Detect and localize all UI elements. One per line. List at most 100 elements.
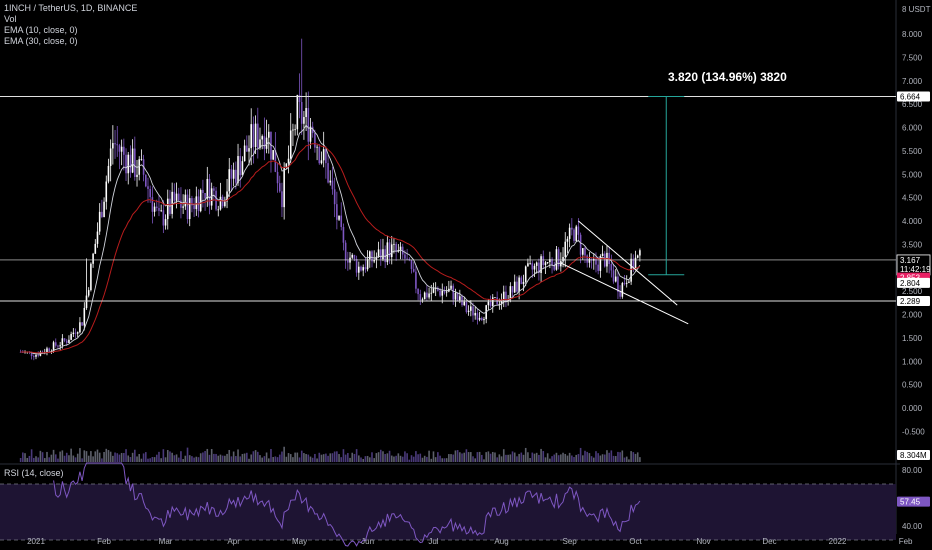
candle-body bbox=[140, 159, 143, 161]
candle-body bbox=[423, 292, 426, 300]
candle-body bbox=[307, 108, 310, 142]
volume-bar bbox=[283, 446, 285, 462]
volume-bar bbox=[322, 454, 325, 462]
candle-body bbox=[610, 264, 613, 271]
candle-body bbox=[625, 282, 628, 284]
candle-body bbox=[467, 310, 470, 312]
vol-label[interactable]: Vol bbox=[4, 14, 17, 24]
volume-bar bbox=[347, 453, 349, 462]
volume-bar bbox=[368, 457, 371, 462]
volume-bar bbox=[562, 452, 564, 462]
time-tick-label: Apr bbox=[227, 537, 240, 546]
time-axis[interactable]: 2021 Feb Mar Apr May Jun Jul Aug Sep Oct Nov Dec 202… bbox=[27, 537, 913, 546]
candle-body bbox=[180, 200, 182, 208]
volume-bar bbox=[57, 458, 59, 462]
candle-body bbox=[358, 266, 360, 273]
volume-bar bbox=[180, 451, 182, 462]
price-tick-label: 2.000 bbox=[902, 311, 923, 320]
candle-body bbox=[623, 283, 626, 284]
candle-body bbox=[505, 291, 507, 302]
volume-bar bbox=[138, 454, 141, 462]
volume-bar bbox=[404, 451, 406, 462]
candle-body bbox=[155, 206, 158, 209]
ema30-label[interactable]: EMA (30, close, 0) bbox=[4, 36, 78, 46]
volume-bar bbox=[428, 450, 430, 462]
rsi-pane: 80.00 40.00 bbox=[0, 462, 923, 547]
candle-body bbox=[177, 193, 180, 201]
volume-bar bbox=[546, 453, 549, 462]
candle-body bbox=[474, 313, 476, 316]
volume-bar bbox=[459, 452, 461, 462]
volume-bar bbox=[395, 455, 397, 462]
candle-body bbox=[364, 267, 367, 270]
volume-bar bbox=[140, 458, 143, 462]
time-tick-label: Feb bbox=[97, 537, 111, 546]
price-axis[interactable]: 8 USDT 8.000 7.500 7.000 6.500 6.000 5.500 5.00… bbox=[902, 5, 931, 436]
candle-body bbox=[265, 137, 268, 149]
candle-body bbox=[83, 307, 86, 326]
candle-body bbox=[118, 145, 121, 152]
wedge-lower-line[interactable] bbox=[560, 262, 689, 325]
rsi-label[interactable]: RSI (14, close) bbox=[4, 468, 64, 478]
candle-body bbox=[316, 146, 318, 148]
candle-body bbox=[584, 248, 586, 256]
drawings[interactable] bbox=[0, 95, 896, 325]
volume-bar bbox=[147, 458, 149, 462]
volume-bar bbox=[149, 458, 151, 462]
price-tick-label: 0.000 bbox=[902, 404, 923, 413]
candle-body bbox=[450, 285, 452, 289]
candle-body bbox=[630, 258, 632, 282]
candle-body bbox=[202, 190, 204, 193]
candle-body bbox=[208, 178, 211, 206]
countdown-text: 11:42:19 bbox=[900, 265, 931, 274]
volume-bar bbox=[412, 456, 415, 462]
volume-bar bbox=[145, 452, 147, 462]
candle-body bbox=[575, 226, 578, 241]
volume-bar bbox=[617, 451, 619, 462]
candle-body bbox=[188, 198, 191, 219]
price-tick-label: 0.500 bbox=[902, 381, 923, 390]
price-tick-label: -0.500 bbox=[902, 427, 925, 436]
candle-body bbox=[125, 154, 127, 174]
volume-bar bbox=[533, 453, 536, 462]
volume-bar bbox=[101, 458, 103, 462]
rsi-tick-label: 80.00 bbox=[902, 466, 923, 475]
candle-body bbox=[595, 259, 597, 265]
volume-bar bbox=[263, 456, 266, 462]
volume-bar bbox=[623, 457, 626, 462]
volume-bar bbox=[109, 451, 112, 462]
candle-body bbox=[619, 291, 621, 297]
volume-bar bbox=[63, 455, 66, 462]
candle-body bbox=[267, 131, 270, 138]
candle-body bbox=[303, 117, 305, 124]
volume-bar bbox=[571, 455, 573, 462]
candle-body bbox=[362, 267, 365, 271]
volume-bar bbox=[294, 452, 296, 462]
candle-body bbox=[566, 238, 569, 242]
volume-bar bbox=[344, 454, 347, 462]
candle-body bbox=[300, 102, 303, 124]
candle-body bbox=[94, 243, 97, 254]
volume-bar bbox=[22, 452, 24, 462]
symbol-label[interactable]: 1INCH / TetherUS, 1D, BINANCE bbox=[4, 3, 138, 13]
wedge-upper-line[interactable] bbox=[578, 220, 678, 306]
candle-body bbox=[90, 263, 92, 291]
candle-body bbox=[112, 143, 114, 149]
candle-body bbox=[353, 254, 356, 259]
candle-body bbox=[259, 139, 261, 149]
candle-body bbox=[509, 286, 512, 300]
volume-bar bbox=[478, 451, 481, 462]
ema10-label[interactable]: EMA (10, close, 0) bbox=[4, 25, 78, 35]
candle-body bbox=[621, 283, 624, 297]
candle-body bbox=[524, 266, 527, 282]
candle-body bbox=[599, 256, 602, 271]
candle-body bbox=[634, 257, 637, 270]
volume-bar bbox=[153, 457, 156, 462]
candle-body bbox=[441, 290, 444, 296]
candle-body bbox=[281, 191, 283, 208]
volume-bar bbox=[87, 455, 90, 462]
volume-bar bbox=[625, 456, 628, 462]
volume-bar bbox=[408, 459, 411, 462]
candle-body bbox=[35, 354, 37, 357]
